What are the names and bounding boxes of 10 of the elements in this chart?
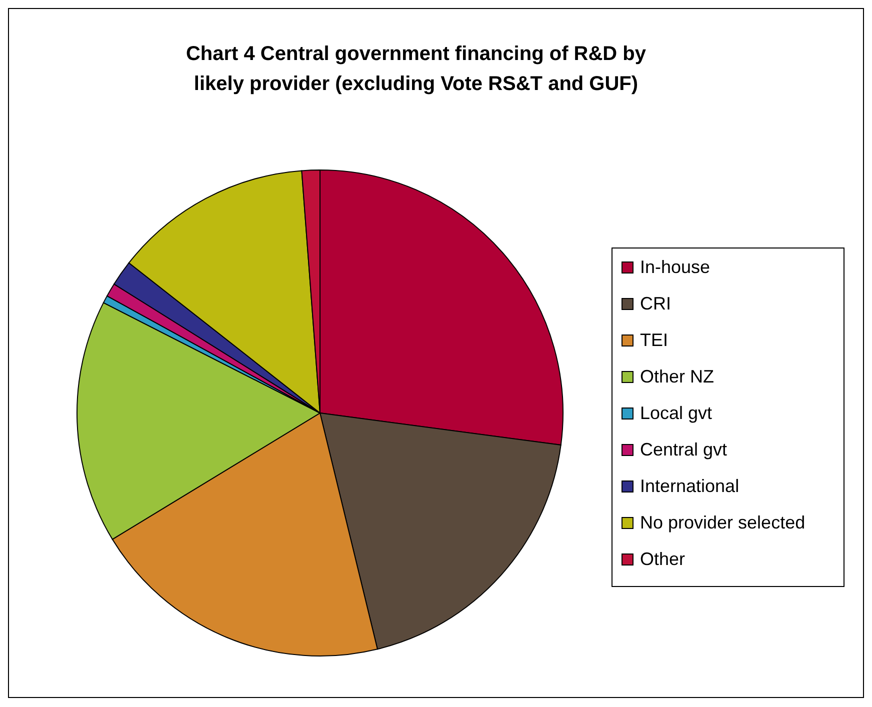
legend-label: Local gvt	[640, 403, 712, 423]
legend-label: International	[640, 476, 740, 496]
legend-label: Other NZ	[640, 366, 714, 386]
chart-title: Chart 4 Central government financing of R&D by likely provider (excluding Vote RS&T and GUF)	[186, 43, 647, 95]
legend-label: No provider selected	[640, 512, 806, 532]
legend-label: Other	[640, 549, 686, 569]
legend-label: Central gvt	[640, 440, 728, 460]
legend-label: CRI	[640, 294, 671, 314]
legend-label: TEI	[640, 330, 668, 350]
legend-label: In-house	[640, 257, 710, 277]
